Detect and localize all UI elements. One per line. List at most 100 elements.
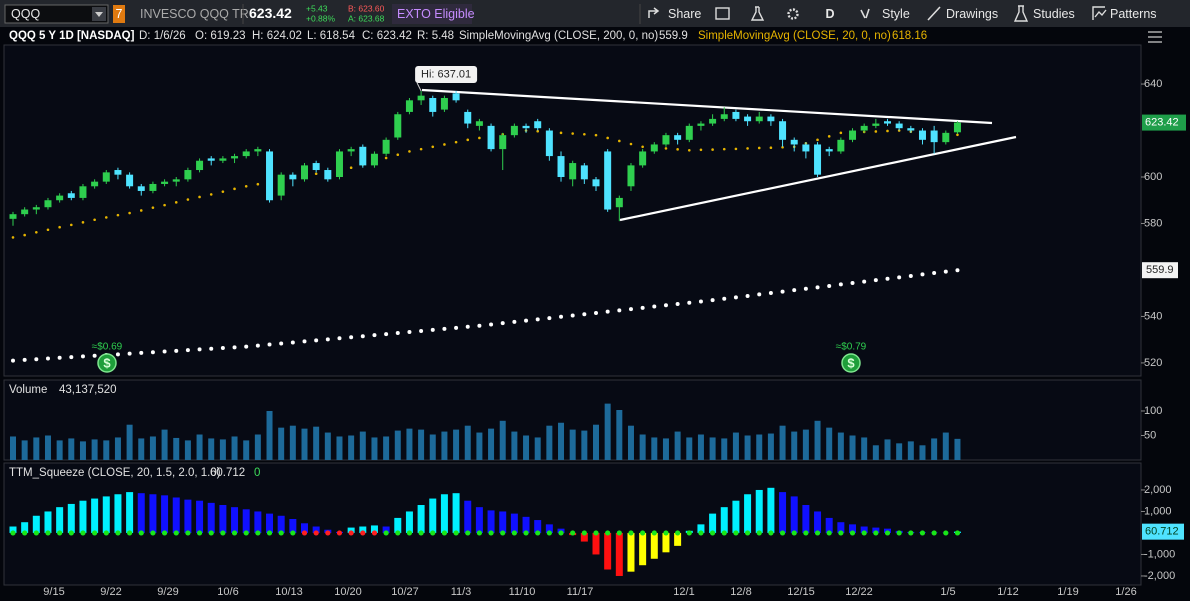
y-tick-label: -1,000: [1144, 548, 1175, 560]
sma200-dot: [337, 336, 342, 341]
trendline[interactable]: [619, 135, 1017, 222]
sma200-dot: [873, 278, 878, 283]
sma20-dot: [746, 147, 749, 150]
squeeze-bar: [650, 532, 658, 559]
settings-icon[interactable]: [787, 8, 799, 20]
squeeze-dot: [150, 530, 156, 536]
sma200-dot: [512, 319, 517, 324]
candle-body: [347, 149, 355, 152]
sma20-dot: [139, 209, 143, 212]
candle-body: [720, 114, 728, 119]
x-tick-label: 12/22: [845, 586, 873, 598]
hi-pointer: [416, 82, 422, 92]
squeeze-dot: [814, 530, 821, 536]
share-button[interactable]: Share: [668, 7, 701, 21]
link-badge[interactable]: [113, 5, 125, 23]
candle-body: [324, 170, 332, 180]
squeeze-bar: [359, 526, 367, 533]
volume-bar: [184, 440, 191, 460]
candle-body: [569, 163, 577, 180]
candle-body: [860, 125, 868, 131]
sma20-dot: [233, 187, 236, 191]
sma20-dot: [676, 148, 679, 151]
sma20-dot: [128, 211, 131, 215]
hi-label-box: [415, 65, 478, 83]
patterns-button[interactable]: Patterns: [1110, 7, 1157, 21]
menu-icon[interactable]: [1148, 31, 1162, 43]
symbol-input[interactable]: [4, 4, 109, 24]
dividend-icon-glyph: $: [103, 355, 111, 370]
candle-body: [639, 151, 647, 166]
candle-body: [802, 144, 810, 152]
snapshot-icon[interactable]: [715, 7, 730, 20]
candle-body: [767, 116, 775, 122]
sma200-dot: [442, 326, 447, 331]
sma200-dot: [908, 274, 913, 278]
squeeze-dot: [10, 530, 16, 536]
candle-body: [814, 144, 822, 175]
sma200-dot: [465, 324, 470, 329]
sma200-dot: [652, 304, 657, 309]
aggregation-button[interactable]: D: [825, 7, 834, 21]
sma200-dot: [302, 339, 307, 344]
sma20-dot: [116, 213, 120, 217]
sma200-dot: [92, 353, 97, 358]
sma20-dot: [419, 147, 423, 151]
candle-body: [674, 135, 682, 140]
squeeze-bar: [44, 511, 52, 533]
studies-button[interactable]: Studies: [1033, 7, 1075, 21]
drawings-button[interactable]: Drawings: [946, 7, 998, 21]
volume-bar: [21, 440, 28, 460]
squeeze-bar: [872, 527, 880, 533]
style-button[interactable]: Style: [882, 7, 910, 21]
share-icon: [648, 7, 660, 18]
y-tick-label: 520: [1144, 357, 1162, 369]
volume-bar: [546, 425, 553, 460]
squeeze-bar: [825, 517, 833, 533]
header-date: D: 1/6/26: [139, 30, 186, 42]
volume-bar: [942, 432, 949, 460]
squeeze-bar: [429, 498, 437, 533]
squeeze-dot: [546, 530, 552, 536]
squeeze-bar: [172, 497, 180, 533]
volume-bar: [919, 445, 926, 460]
squeeze-dot: [884, 530, 891, 536]
squeeze-dot: [954, 530, 961, 536]
volume-bar: [406, 428, 413, 460]
squeeze-dot: [733, 530, 739, 536]
volume-bar: [266, 410, 273, 460]
candle-body: [219, 158, 227, 161]
squeeze-dot: [255, 530, 261, 536]
sma20-dot: [209, 193, 213, 196]
volume-bar: [861, 437, 868, 460]
sma200-dot: [885, 276, 890, 281]
volume-bar: [593, 424, 599, 460]
sma200-label: SimpleMovingAvg (CLOSE, 200, 0, no): [459, 30, 658, 42]
squeeze-bar: [510, 513, 518, 533]
volume-bar: [907, 441, 914, 460]
squeeze-bar: [732, 500, 740, 533]
sma20-dot: [46, 228, 50, 232]
symbol[interactable]: QQQ: [11, 7, 40, 21]
sma20-dot: [186, 198, 190, 201]
volume-bar: [779, 425, 786, 460]
trendline[interactable]: [421, 88, 993, 125]
x-tick-label: 11/17: [567, 586, 594, 598]
sma200-dot: [69, 355, 74, 360]
squeeze-dot: [348, 530, 354, 536]
x-tick-label: 10/6: [217, 586, 238, 598]
volume-bar: [91, 439, 98, 460]
squeeze-dot: [383, 530, 389, 536]
squeeze-bar: [242, 509, 250, 533]
flask-icon[interactable]: [750, 6, 765, 21]
candle-body: [685, 125, 693, 140]
squeeze-dot: [22, 530, 28, 536]
volume-bar: [674, 431, 681, 460]
sma200-dot: [290, 340, 295, 345]
volume-bar: [289, 425, 296, 460]
sma20-dot: [956, 133, 959, 137]
sma20-dot: [23, 233, 26, 237]
squeeze-bar: [779, 492, 787, 533]
squeeze-dot: [640, 530, 646, 536]
